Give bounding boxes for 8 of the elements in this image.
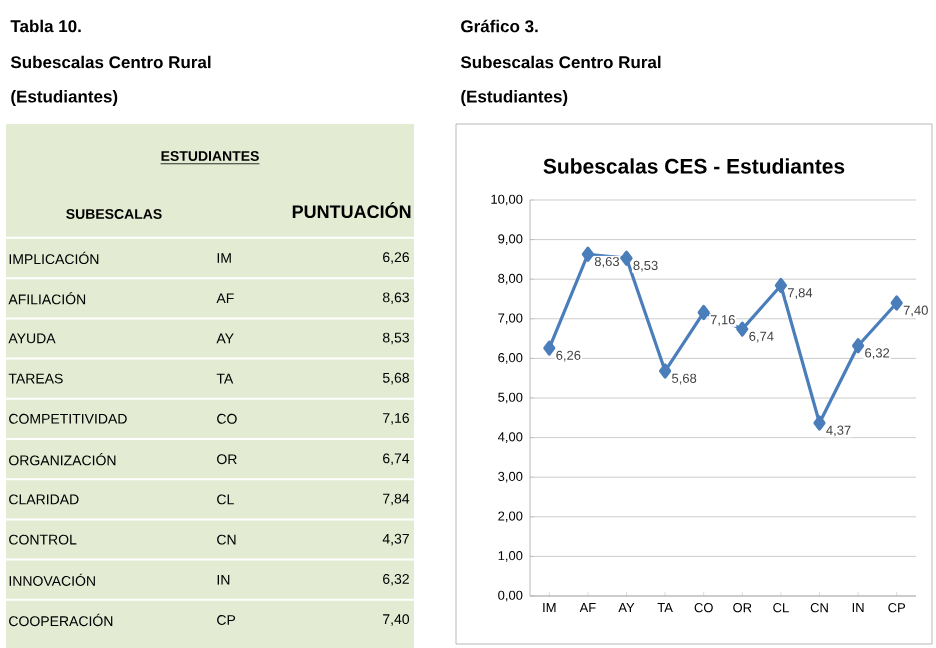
text: Gráfico 3. — [461, 19, 538, 33]
text: Tabla 10. — [10, 19, 81, 33]
text: Subescalas Centro Rural — [10, 55, 211, 69]
chart-title: Subescalas CES - Estudiantes — [543, 158, 845, 174]
text: (Estudiantes) — [11, 90, 118, 106]
text: (Estudiantes) — [461, 90, 568, 106]
text: Subescalas Centro Rural — [460, 55, 661, 69]
text: PUNTUACIÓN — [292, 201, 411, 219]
